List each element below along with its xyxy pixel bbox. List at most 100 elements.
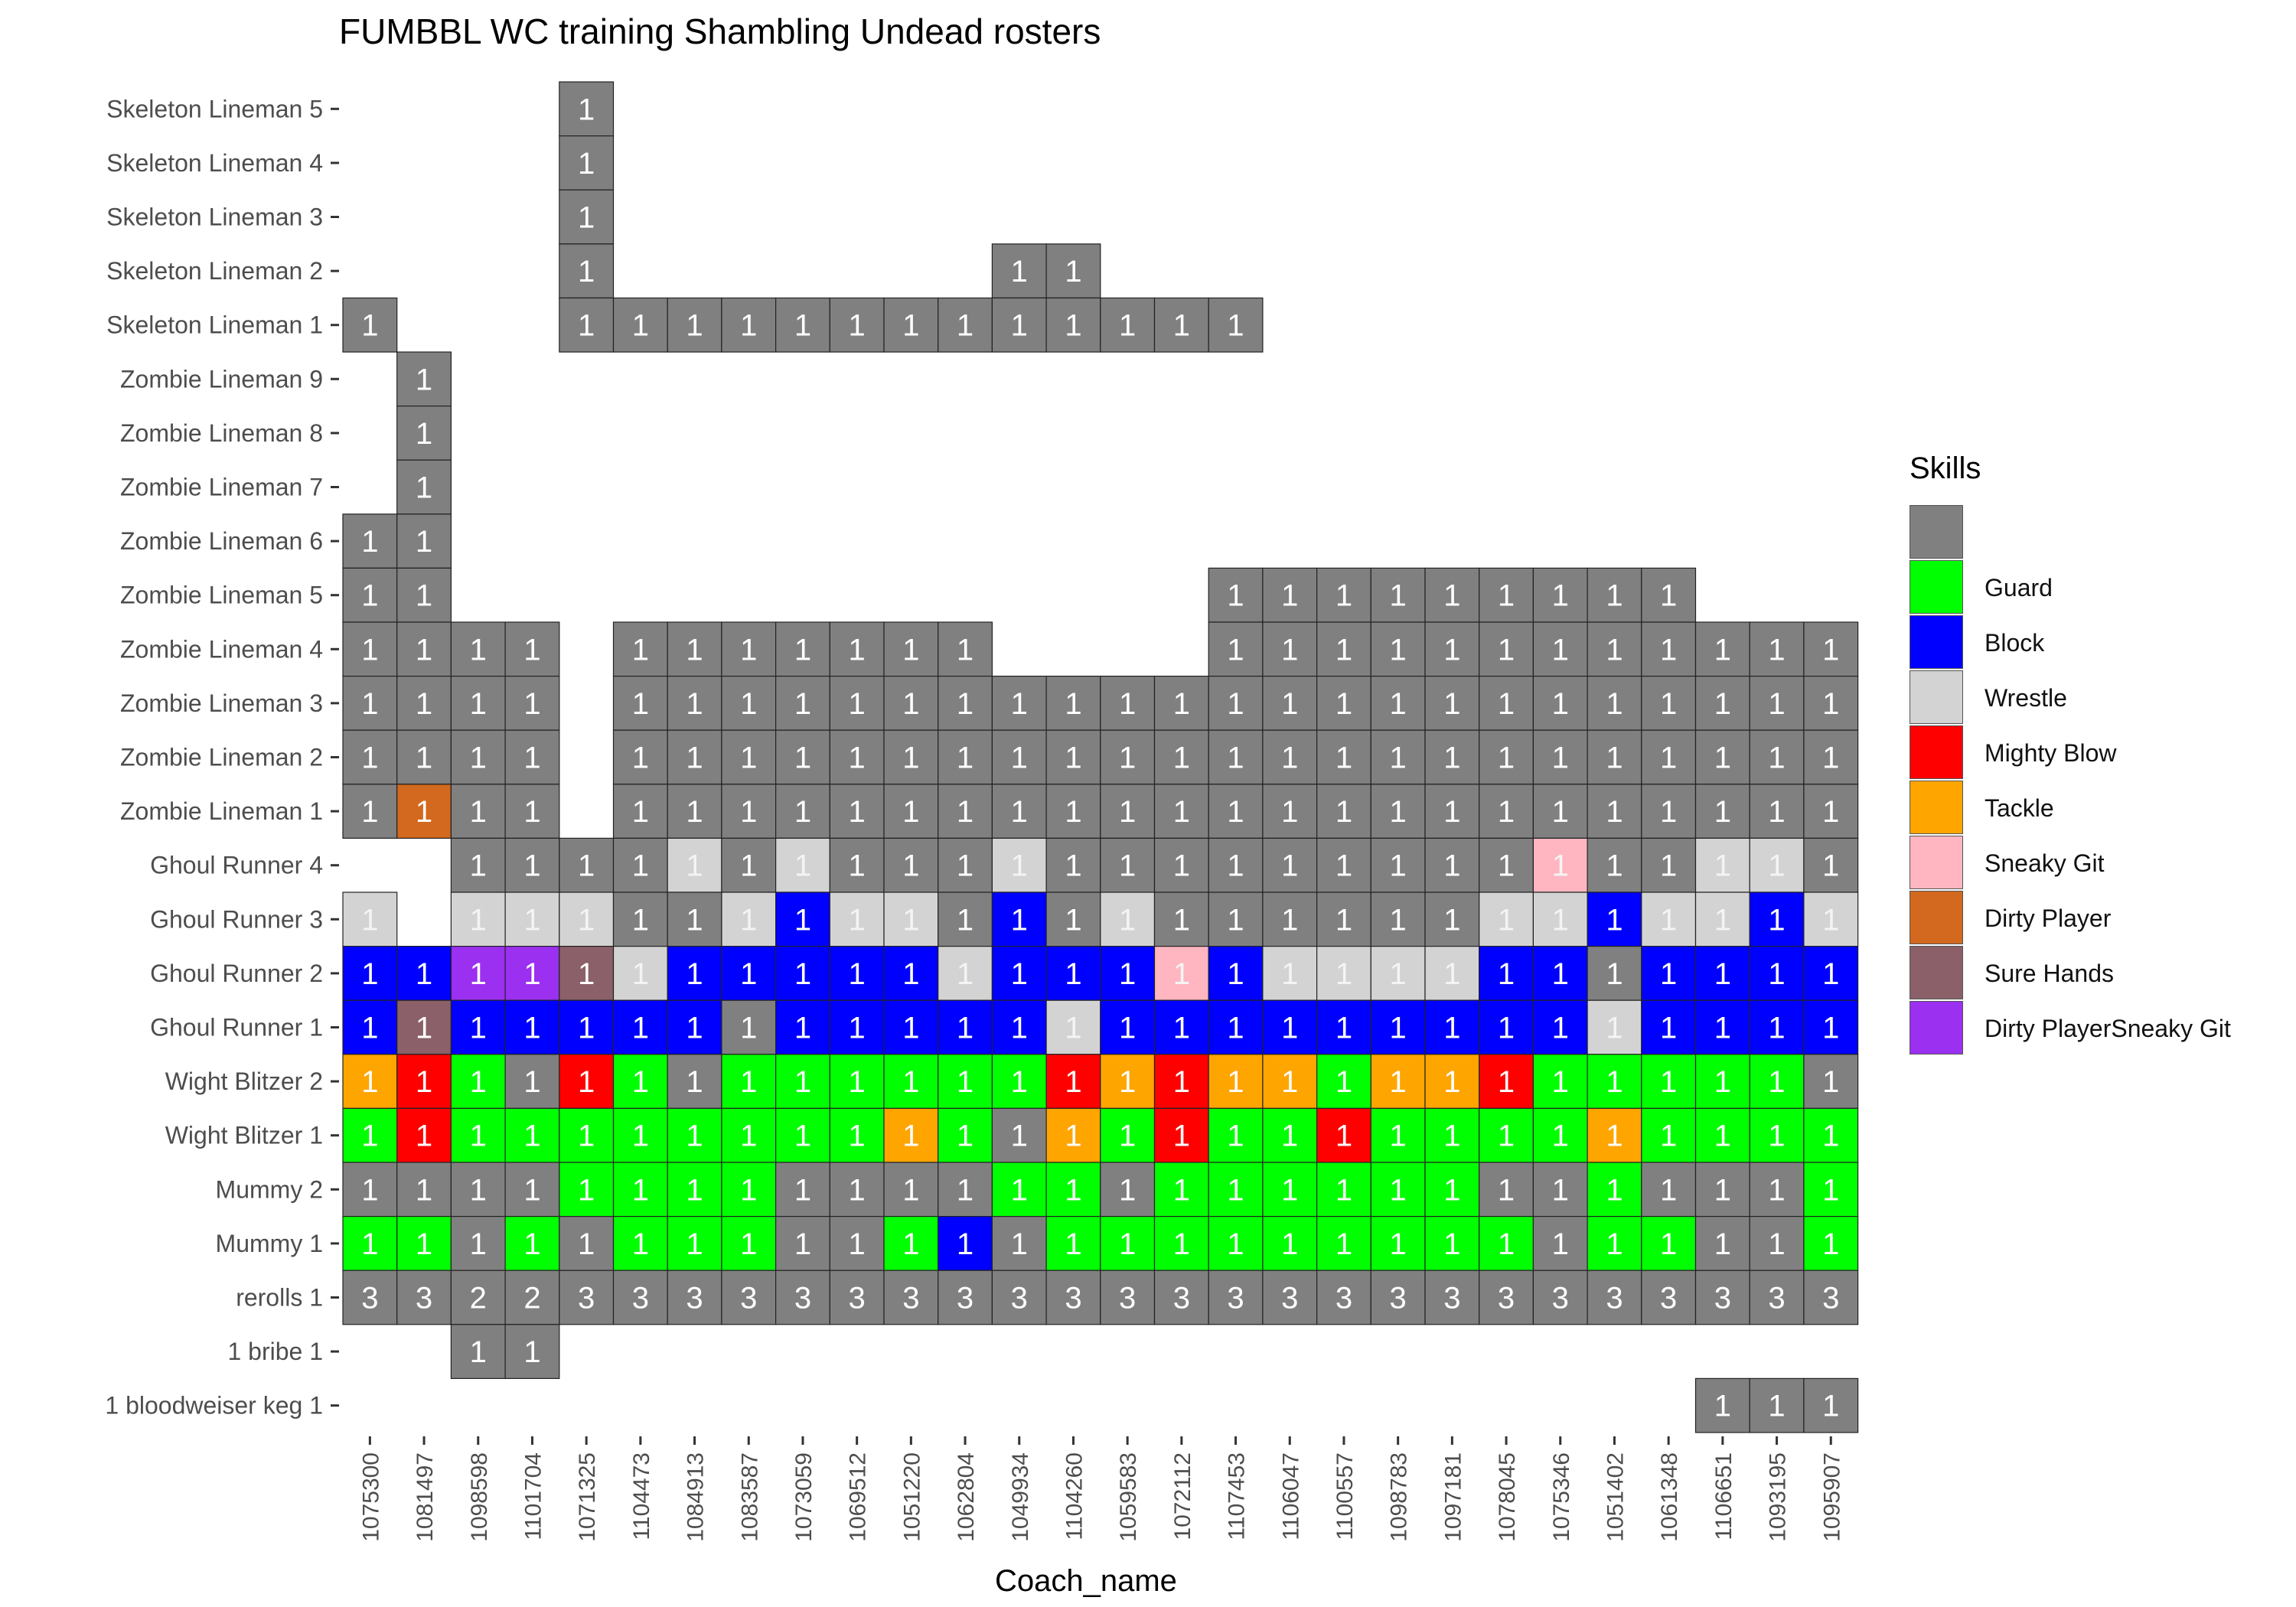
cell-value-label: 1 [1119,1012,1136,1045]
heatmap-cell [1153,297,1209,353]
x-tick-label: 1100557 [1332,1452,1358,1540]
heatmap-cell [1045,837,1101,893]
heatmap-cell [938,837,993,893]
cell-value-label: 1 [361,1227,378,1261]
heatmap-cell [342,784,398,839]
heatmap-cell [1641,675,1697,731]
cell-value-label: 1 [1065,1227,1081,1261]
cell-value-label: 1 [1606,903,1623,937]
cell-value-label: 1 [1336,1012,1352,1045]
heatmap-cell [1532,784,1588,839]
cell-value-label: 1 [1227,903,1244,937]
heatmap-cell [1803,1054,1859,1110]
cell-value-label: 1 [740,742,757,775]
cell-value-label: 1 [1552,633,1569,667]
cell-value-label: 1 [632,742,649,775]
heatmap-cell [1100,837,1156,893]
heatmap-cell [1370,675,1426,731]
cell-value-label: 1 [686,1065,703,1099]
cell-value-label: 1 [361,742,378,775]
heatmap-cell [721,1270,777,1325]
heatmap-cell [1803,945,1859,1001]
cell-value-label: 1 [1336,1065,1352,1099]
cell-value-label: 1 [1822,742,1839,775]
cell-value-label: 3 [1768,1282,1785,1315]
cell-value-label: 1 [1281,903,1298,937]
cell-value-label: 1 [1390,849,1407,883]
heatmap-cell [721,999,777,1055]
heatmap-cell [1694,999,1750,1055]
heatmap-cell [559,1270,615,1325]
cell-value-label: 1 [849,795,866,829]
x-tick-label: 1084913 [683,1452,709,1542]
heatmap-cell [450,1270,506,1325]
heatmap-cell [1316,1215,1371,1271]
cell-value-label: 1 [1443,1065,1460,1099]
heatmap-cell [667,729,722,785]
cell-value-label: 3 [1822,1282,1839,1315]
cell-value-label: 1 [632,1173,649,1207]
heatmap-cell [1803,999,1859,1055]
heatmap-cell [450,892,506,947]
cell-value-label: 1 [686,309,703,343]
heatmap-cell [612,837,668,893]
cell-value-label: 3 [1119,1282,1136,1315]
cell-value-label: 1 [686,957,703,991]
heatmap-cell [1153,784,1209,839]
cell-value-label: 3 [1281,1282,1298,1315]
cell-value-label: 1 [1011,309,1028,343]
heatmap-cell [1424,784,1480,839]
heatmap-cell [1587,567,1642,623]
heatmap-cell [1479,1054,1534,1110]
cell-value-label: 1 [849,687,866,721]
cell-value-label: 1 [902,849,919,883]
cell-value-label: 1 [740,309,757,343]
heatmap-cell [342,675,398,731]
heatmap-cell [1424,1107,1480,1163]
cell-value-label: 1 [740,1227,757,1261]
cell-value-label: 1 [740,1065,757,1099]
heatmap-cell [1532,1270,1588,1325]
cell-value-label: 1 [1390,1173,1407,1207]
cell-value-label: 1 [686,1227,703,1261]
heatmap-cell [1749,1162,1805,1217]
heatmap-cell [1208,729,1264,785]
cell-value-label: 1 [794,1012,811,1045]
cell-value-label: 1 [1660,1120,1677,1153]
cell-value-label: 1 [1606,579,1623,613]
heatmap-cell [1045,1215,1101,1271]
legend-item: Dirty Player [1910,891,2292,946]
cell-value-label: 1 [416,579,432,613]
heatmap-cell [1316,999,1371,1055]
cell-value-label: 1 [361,579,378,613]
x-tick-label: 1075346 [1549,1452,1574,1542]
cell-value-label: 1 [361,957,378,991]
y-tick-label: Ghoul Runner 2 [150,960,323,987]
heatmap-cell [1749,675,1805,731]
cell-value-label: 1 [1606,1065,1623,1099]
heatmap-cell [504,892,560,947]
cell-value-label: 1 [1660,903,1677,937]
x-tick-label: 1061348 [1657,1452,1682,1542]
cell-value-label: 3 [1336,1282,1352,1315]
y-tick-label: Ghoul Runner 3 [150,905,323,933]
heatmap-cell [1370,945,1426,1001]
heatmap-cell [1262,999,1318,1055]
cell-value-label: 1 [632,849,649,883]
heatmap-cell [938,729,993,785]
cell-value-label: 1 [957,1120,974,1153]
cell-value-label: 1 [1768,1012,1785,1045]
cell-value-label: 1 [1119,1065,1136,1099]
legend-key-swatch [1910,781,1963,834]
cell-value-label: 3 [1065,1282,1081,1315]
cell-value-label: 1 [1714,957,1731,991]
cell-value-label: 3 [740,1282,757,1315]
y-tick-label: 1 bribe 1 [227,1338,323,1365]
cell-value-label: 1 [361,1065,378,1099]
cell-value-label: 3 [1227,1282,1244,1315]
cell-value-label: 1 [1065,1065,1081,1099]
heatmap-cell [342,945,398,1001]
legend-item: Sneaky Git [1910,836,2292,891]
heatmap-cell [1045,1162,1101,1217]
